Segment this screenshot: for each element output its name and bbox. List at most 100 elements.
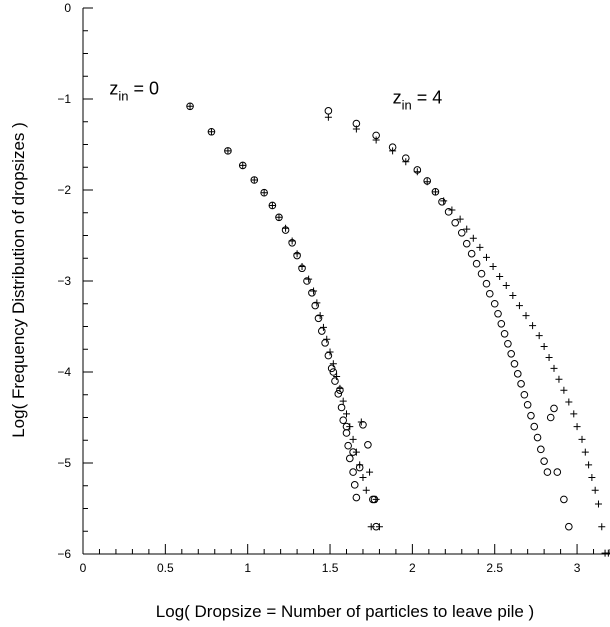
- x-tick-label: 2: [409, 561, 416, 575]
- circle-point: [517, 380, 525, 388]
- circle-point: [451, 218, 459, 227]
- circle-point: [467, 249, 476, 258]
- plus-point: [550, 364, 558, 372]
- circle-point: [565, 522, 573, 531]
- plus-point: [545, 353, 553, 361]
- plus-point: [362, 486, 370, 494]
- plus-point: [260, 189, 268, 197]
- x-tick-label: 1.5: [322, 561, 339, 575]
- circle-point: [530, 422, 539, 431]
- plus-point: [310, 287, 318, 295]
- plus-point: [594, 500, 602, 508]
- plus-point: [356, 461, 364, 469]
- plus-point: [581, 448, 589, 456]
- tick-marks: −6 −5 −4 −3 −2 −1 0 0 0.5 1 1.5 2 2.5 3: [57, 1, 610, 575]
- circle-point: [303, 277, 311, 285]
- plus-point: [339, 397, 347, 405]
- plus-point: [535, 332, 543, 340]
- circle-point: [344, 441, 352, 450]
- circle-point: [438, 198, 446, 206]
- plus-point: [604, 549, 610, 557]
- circle-point: [308, 289, 316, 297]
- plus-point: [423, 178, 431, 186]
- circle-point: [553, 468, 562, 476]
- y-tick-label: −2: [57, 183, 71, 197]
- plus-point: [476, 243, 484, 251]
- plus-point: [288, 237, 296, 245]
- circle-point: [311, 301, 320, 310]
- circle-point: [462, 239, 471, 248]
- plus-point: [366, 468, 374, 476]
- circle-point: [546, 413, 555, 422]
- plus-point: [529, 322, 537, 330]
- circle-point: [513, 370, 522, 378]
- plus-point: [413, 168, 421, 176]
- plus-point: [463, 225, 471, 233]
- plus-point: [352, 448, 360, 456]
- circle-point: [337, 403, 346, 412]
- y-tick-label: 0: [64, 1, 71, 15]
- plus-point: [440, 197, 448, 205]
- annotation-label: zin = 4: [393, 88, 443, 113]
- plus-point: [502, 282, 510, 290]
- axes: [82, 8, 610, 555]
- plus-point: [598, 523, 606, 531]
- plus-point: [319, 323, 327, 331]
- circle-point: [457, 228, 466, 237]
- plus-point: [496, 272, 504, 280]
- x-tick-label: 2.5: [486, 561, 503, 575]
- circle-point: [550, 404, 558, 413]
- x-tick-label: 1: [244, 561, 251, 575]
- y-tick-label: −3: [57, 274, 71, 288]
- circle-point: [317, 327, 326, 335]
- plus-point: [585, 461, 593, 469]
- plus-point: [224, 147, 232, 155]
- circle-point: [504, 339, 512, 348]
- circle-point: [543, 468, 552, 476]
- plus-point: [313, 299, 321, 307]
- plus-point: [482, 253, 490, 261]
- circle-point: [482, 279, 491, 288]
- plus-point: [268, 201, 276, 209]
- circle-point: [500, 329, 509, 338]
- plus-point: [489, 262, 497, 270]
- circle-point: [540, 457, 548, 465]
- plus-point: [316, 312, 324, 320]
- circle-point: [497, 319, 506, 328]
- circle-point: [342, 429, 351, 437]
- circle-point: [477, 269, 486, 278]
- circle-point: [485, 289, 494, 298]
- circle-point: [334, 390, 343, 398]
- circle-point: [520, 390, 529, 399]
- circle-point: [560, 495, 568, 504]
- circle-point: [472, 259, 481, 268]
- plus-point: [565, 398, 573, 406]
- plus-point: [323, 335, 331, 343]
- plus-point: [298, 262, 306, 270]
- plus-point: [293, 250, 301, 258]
- plus-point: [359, 474, 367, 482]
- plus-point: [560, 386, 568, 394]
- plus-point: [591, 486, 599, 494]
- y-axis-title: Log( Frequency Distribution of dropsizes…: [9, 122, 28, 438]
- plus-point: [349, 435, 357, 443]
- circle-point: [324, 107, 333, 115]
- plus-point: [509, 292, 517, 300]
- plus-point: [375, 523, 383, 531]
- circle-point: [359, 420, 367, 429]
- circle-point: [314, 314, 323, 323]
- plus-point: [588, 474, 596, 482]
- plus-point: [448, 206, 456, 214]
- plus-point: [250, 176, 258, 184]
- circle-point: [327, 364, 336, 373]
- circle-point: [324, 351, 333, 360]
- circle-point: [352, 493, 361, 502]
- plus-point: [343, 410, 350, 418]
- plus-point: [402, 158, 410, 166]
- circle-point: [339, 416, 348, 425]
- circle-point: [331, 377, 339, 385]
- circle-point: [490, 299, 499, 308]
- circle-point: [510, 360, 519, 368]
- circle-point: [523, 400, 532, 409]
